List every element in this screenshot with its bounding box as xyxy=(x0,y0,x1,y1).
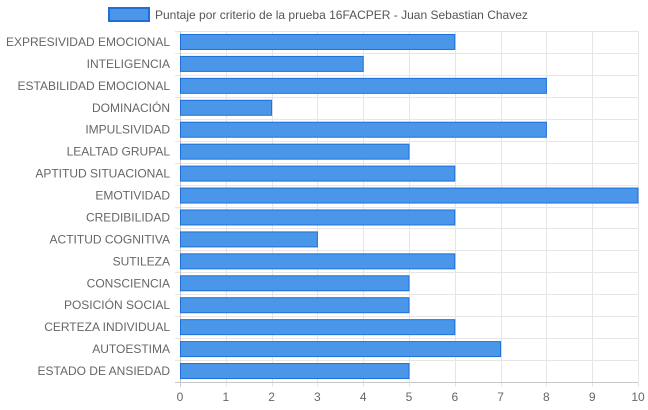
bar xyxy=(180,209,456,226)
category-label: CERTEZA INDIVIDUAL xyxy=(44,320,170,334)
category-label: AUTOESTIMA xyxy=(92,342,170,356)
x-tick-label: 0 xyxy=(177,390,184,404)
category-label: ACTITUD COGNITIVA xyxy=(50,232,170,246)
bar xyxy=(180,231,318,248)
bar xyxy=(180,55,364,72)
bar xyxy=(180,165,456,182)
category-label: EMOTIVIDAD xyxy=(95,189,170,203)
bar xyxy=(180,77,547,94)
x-tick-label: 7 xyxy=(497,390,504,404)
x-tick-label: 2 xyxy=(268,390,275,404)
x-tick-label: 9 xyxy=(589,390,596,404)
x-tick-label: 4 xyxy=(360,390,367,404)
category-label: ESTADO DE ANSIEDAD xyxy=(38,364,171,378)
x-tick-label: 8 xyxy=(543,390,550,404)
category-label: SUTILEZA xyxy=(113,254,170,268)
category-label: ESTABILIDAD EMOCIONAL xyxy=(18,79,171,93)
x-tick-label: 6 xyxy=(451,390,458,404)
x-tick-label: 10 xyxy=(631,390,645,404)
category-label: LEALTAD GRUPAL xyxy=(67,145,171,159)
category-label: CONSCIENCIA xyxy=(87,276,170,290)
category-labels: EXPRESIVIDAD EMOCIONAL INTELIGENCIA ESTABI… xyxy=(6,35,170,378)
bars xyxy=(180,33,639,380)
category-label: APTITUD SITUACIONAL xyxy=(35,167,170,181)
bar xyxy=(180,121,547,138)
bar xyxy=(180,99,273,116)
x-tick-label: 3 xyxy=(314,390,321,404)
bar xyxy=(180,297,410,314)
bar xyxy=(180,33,456,50)
category-label: INTELIGENCIA xyxy=(87,57,170,71)
bar xyxy=(180,275,410,292)
x-tick-label: 5 xyxy=(406,390,413,404)
category-label: DOMINACIÓN xyxy=(92,100,170,115)
bar xyxy=(180,253,456,270)
bar xyxy=(180,363,410,380)
category-label: EXPRESIVIDAD EMOCIONAL xyxy=(6,35,170,49)
legend[interactable]: Puntaje por criterio de la prueba 16FACP… xyxy=(108,7,528,22)
legend-swatch[interactable] xyxy=(108,7,150,22)
bar xyxy=(180,341,502,358)
x-tick-labels: 0 1 2 3 4 5 6 7 8 9 10 xyxy=(177,390,645,404)
x-tick-label: 1 xyxy=(222,390,229,404)
category-label: POSICIÓN SOCIAL xyxy=(64,297,170,312)
category-label: CREDIBILIDAD xyxy=(86,210,170,224)
bar xyxy=(180,143,410,160)
legend-label[interactable]: Puntaje por criterio de la prueba 16FACP… xyxy=(155,8,528,22)
bar xyxy=(180,187,639,204)
category-label: IMPULSIVIDAD xyxy=(85,123,170,137)
bar xyxy=(180,319,456,336)
